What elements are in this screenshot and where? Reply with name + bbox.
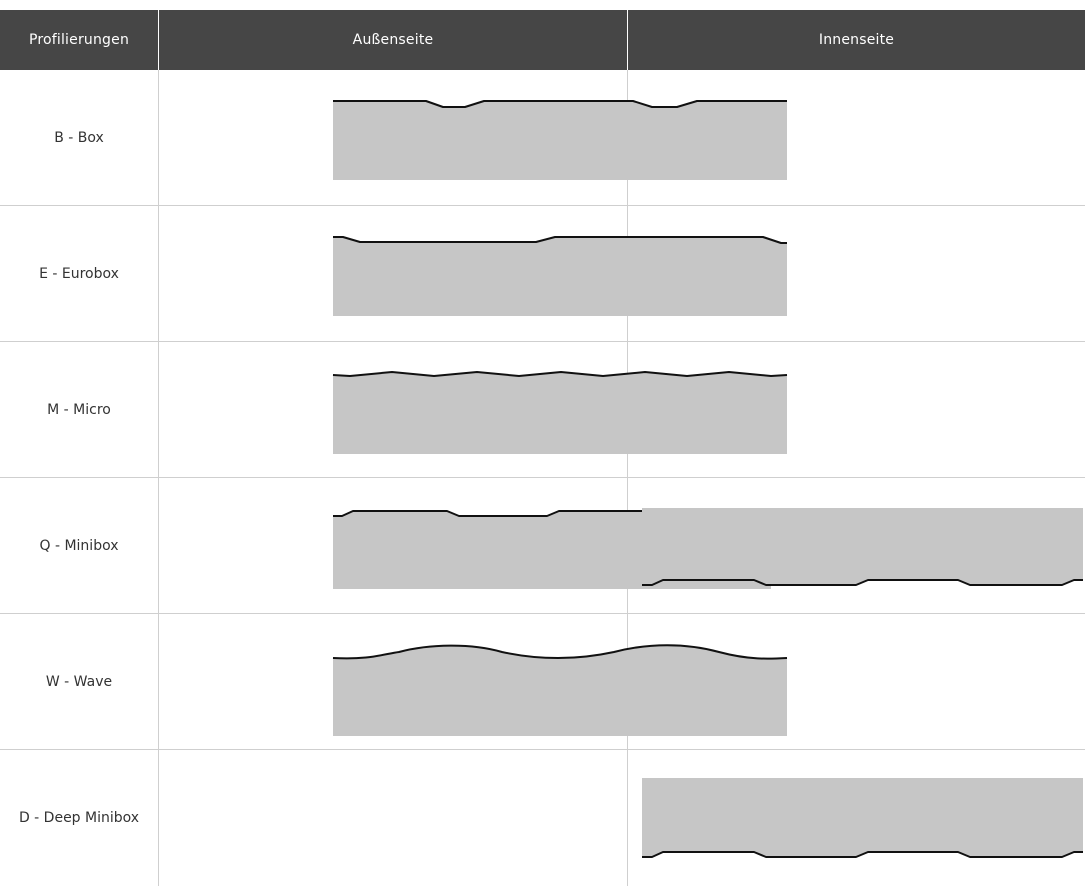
aussen-cell-wave xyxy=(159,614,788,749)
table-row-micro: M - Micro xyxy=(0,342,1085,478)
wave-profile-outer xyxy=(332,644,788,736)
wave-profile-fill xyxy=(333,645,787,736)
row-label-minibox: Q - Minibox xyxy=(0,478,159,613)
eurobox-profile-fill xyxy=(333,237,787,316)
header-innenseite: Innenseite xyxy=(818,32,895,48)
deep-minibox-inner-fill xyxy=(642,778,1083,857)
minibox-inner-edge xyxy=(642,579,1083,586)
aussen-cell-minibox xyxy=(159,478,771,613)
box-profile-fill xyxy=(333,101,787,180)
innen-cell-wave xyxy=(628,614,1085,749)
innen-cell-micro xyxy=(628,342,1085,477)
aussen-cell-box xyxy=(159,70,787,205)
row-label-micro: M - Micro xyxy=(0,342,159,477)
table-row-eurobox: E - Eurobox xyxy=(0,206,1085,342)
minibox-profile-outer xyxy=(333,510,771,589)
table-row-wave: W - Wave xyxy=(0,614,1085,750)
micro-profile-outer xyxy=(332,371,788,454)
eurobox-profile-edge xyxy=(333,236,787,244)
row-label-eurobox: E - Eurobox xyxy=(0,206,159,341)
aussen-cell-eurobox xyxy=(159,206,787,341)
innen-cell-eurobox xyxy=(628,206,1085,341)
box-profile-outer xyxy=(333,100,787,180)
row-label-box: B - Box xyxy=(0,70,159,205)
wave-profile-edge xyxy=(332,644,788,660)
profile-table: Profilierungen Außenseite Innenseite B -… xyxy=(0,10,1085,886)
table-row-deep-minibox: D - Deep Minibox xyxy=(0,750,1085,886)
table-row-box: B - Box xyxy=(0,70,1085,206)
innen-cell-deep-minibox xyxy=(628,750,1085,886)
deep-minibox-inner-edge xyxy=(642,851,1083,858)
box-profile-edge xyxy=(333,100,787,108)
micro-profile-fill xyxy=(333,372,787,454)
micro-profile-edge xyxy=(332,371,788,377)
header-profilierungen: Profilierungen xyxy=(0,10,159,70)
table-row-minibox: Q - Minibox xyxy=(0,478,1085,614)
aussen-cell-deep-minibox xyxy=(159,750,628,886)
row-label-deep-minibox: D - Deep Minibox xyxy=(0,750,159,886)
table-header: Profilierungen Außenseite Innenseite xyxy=(0,10,1085,70)
minibox-inner-fill xyxy=(642,508,1083,585)
minibox-profile-inner xyxy=(642,508,1083,586)
deep-minibox-profile-inner xyxy=(642,778,1083,858)
header-aussenseite: Außenseite xyxy=(159,10,628,70)
aussen-cell-micro xyxy=(159,342,788,477)
row-label-wave: W - Wave xyxy=(0,614,159,749)
eurobox-profile-outer xyxy=(333,236,787,316)
innen-cell-minibox xyxy=(628,478,1085,613)
innen-cell-box xyxy=(628,70,1085,205)
